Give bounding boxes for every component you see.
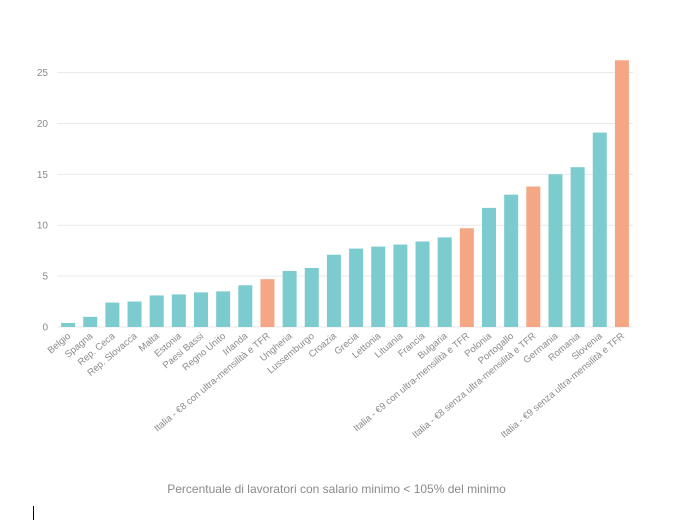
bar [459, 228, 474, 327]
bar [282, 271, 297, 327]
bar [349, 248, 364, 327]
y-tick-label: 0 [42, 323, 48, 334]
y-tick-label: 10 [37, 221, 49, 232]
y-tick-label: 25 [37, 68, 49, 79]
bar [238, 285, 253, 327]
x-axis-title: Percentuale di lavoratori con salario mi… [167, 482, 506, 496]
bar [216, 291, 231, 327]
bar [526, 186, 541, 327]
bar [548, 174, 563, 327]
bar [570, 167, 585, 327]
y-tick-label: 5 [42, 272, 48, 283]
bar [482, 207, 496, 327]
y-axis: 0 5 10 15 20 25 [37, 68, 49, 334]
bar [304, 267, 319, 327]
bar [127, 301, 142, 327]
bar [371, 246, 386, 327]
text-cursor [33, 506, 34, 520]
bar [614, 60, 629, 328]
bar [326, 254, 341, 327]
bar [149, 295, 164, 327]
bar [504, 194, 519, 327]
grid-lines [57, 72, 633, 328]
bar [415, 241, 430, 327]
y-tick-label: 15 [37, 170, 49, 181]
bar [592, 132, 607, 327]
bar [83, 316, 98, 327]
bar [260, 279, 275, 327]
bars [61, 60, 629, 328]
bar [105, 302, 120, 327]
bar [61, 322, 76, 327]
y-tick-label: 20 [37, 119, 49, 130]
bar [171, 294, 186, 327]
bar [437, 237, 452, 327]
bar [194, 292, 208, 327]
bar [393, 244, 408, 327]
